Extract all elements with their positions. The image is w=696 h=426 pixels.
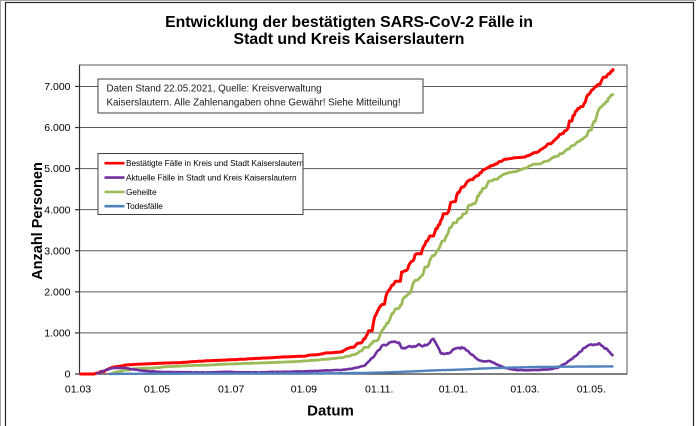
svg-text:4.000: 4.000 [44, 204, 70, 216]
svg-text:6.000: 6.000 [44, 122, 70, 134]
svg-text:Anzahl Personen: Anzahl Personen [30, 162, 46, 280]
svg-text:01.03: 01.03 [65, 384, 91, 396]
svg-text:Kaiserslautern. Alle Zahlenang: Kaiserslautern. Alle Zahlenangaben ohne … [107, 98, 401, 109]
svg-text:0: 0 [65, 369, 71, 381]
svg-text:Aktuelle Fälle in Stadt und Kr: Aktuelle Fälle in Stadt und Kreis Kaiser… [126, 173, 297, 183]
svg-text:01.05.: 01.05. [577, 384, 606, 396]
svg-text:Entwicklung der bestätigten SA: Entwicklung der bestätigten SARS-CoV-2 F… [165, 14, 533, 31]
svg-text:01.01.: 01.01. [439, 384, 468, 396]
svg-text:01.03.: 01.03. [510, 384, 539, 396]
svg-text:01.05: 01.05 [144, 384, 170, 396]
svg-text:Datum: Datum [307, 403, 354, 420]
svg-text:Daten Stand 22.05.2021, Quelle: Daten Stand 22.05.2021, Quelle: Kreisver… [107, 84, 322, 95]
svg-text:7.000: 7.000 [44, 81, 70, 93]
svg-text:01.07: 01.07 [218, 384, 244, 396]
svg-text:Geheilte: Geheilte [126, 187, 157, 197]
svg-text:2.000: 2.000 [44, 286, 70, 298]
svg-text:1.000: 1.000 [44, 328, 70, 340]
svg-text:01.11.: 01.11. [365, 384, 393, 396]
svg-text:01.09: 01.09 [291, 384, 317, 396]
svg-text:Bestätigte Fälle in Kreis und: Bestätigte Fälle in Kreis und Stadt Kais… [126, 158, 304, 168]
svg-text:5.000: 5.000 [44, 163, 70, 175]
svg-text:Todesfälle: Todesfälle [126, 201, 163, 211]
svg-text:Stadt und Kreis Kaiserslautern: Stadt und Kreis Kaiserslautern [234, 31, 465, 48]
svg-text:3.000: 3.000 [44, 245, 70, 257]
